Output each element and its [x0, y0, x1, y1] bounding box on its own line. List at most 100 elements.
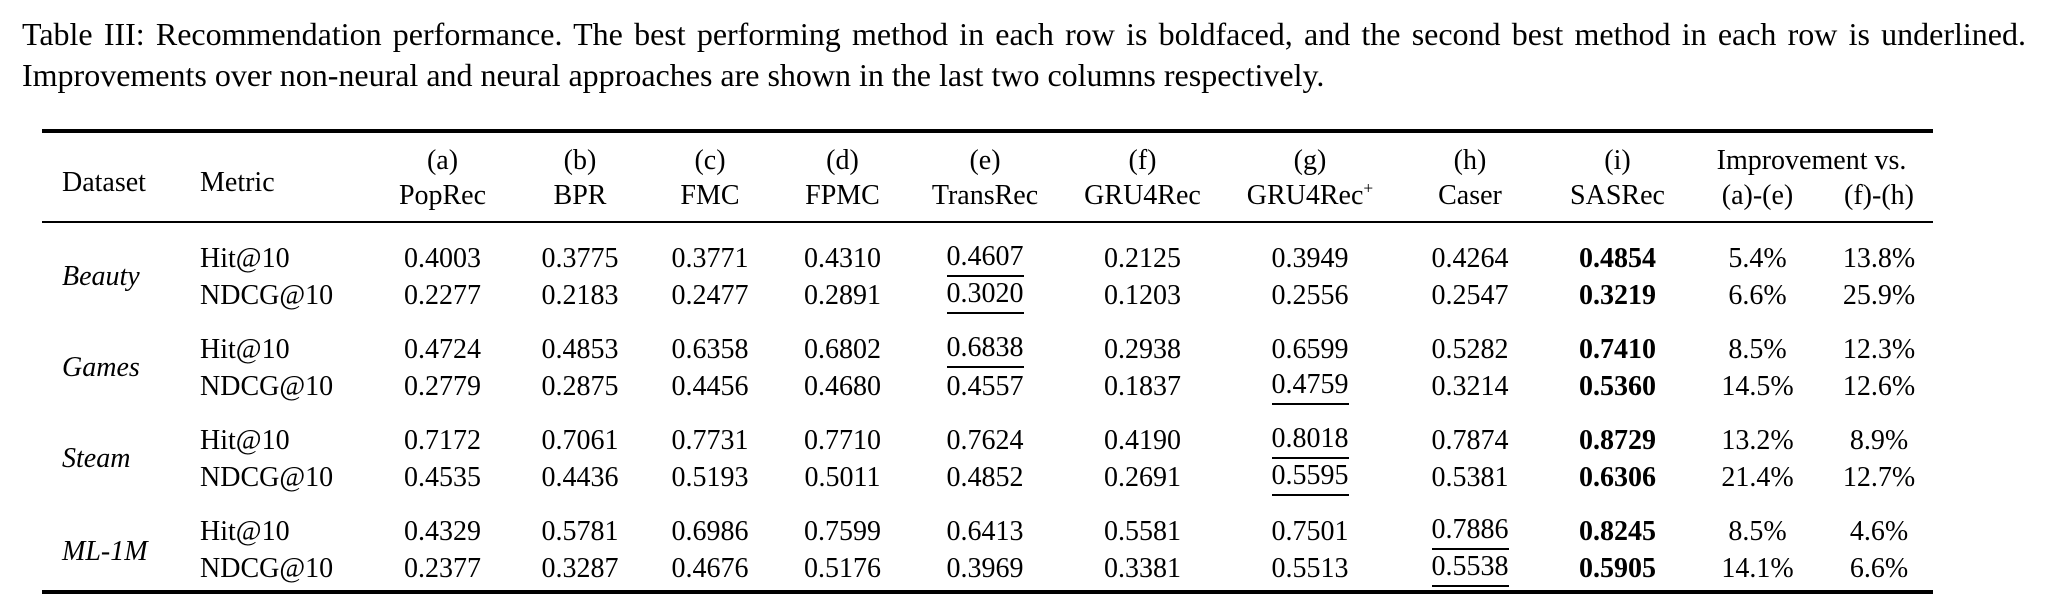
col-tag-c: (c)	[645, 131, 775, 178]
value-cell: 0.5360	[1545, 368, 1690, 405]
table-row: ML-1MHit@100.43290.57810.69860.75990.641…	[42, 496, 1933, 550]
value-cell: 0.2477	[645, 277, 775, 314]
value-cell: 0.2938	[1060, 314, 1225, 368]
value-cell: 0.5193	[645, 459, 775, 496]
value-cell: 0.7731	[645, 405, 775, 459]
table-row: GamesHit@100.47240.48530.63580.68020.683…	[42, 314, 1933, 368]
col-tag-e: (e)	[910, 131, 1060, 178]
col-tag-a: (a)	[370, 131, 515, 178]
value-cell: 0.2377	[370, 550, 515, 592]
bold-value: 0.3219	[1579, 280, 1656, 311]
value-cell: 0.5513	[1225, 550, 1395, 592]
value-cell: 0.1837	[1060, 368, 1225, 405]
metric-cell: NDCG@10	[195, 368, 370, 405]
col-tag-f: (f)	[1060, 131, 1225, 178]
value-cell: 0.2277	[370, 277, 515, 314]
value-cell: 0.2779	[370, 368, 515, 405]
value-cell: 0.2547	[1395, 277, 1545, 314]
value-cell: 8.5%	[1690, 496, 1825, 550]
value-cell: 0.4557	[910, 368, 1060, 405]
value-cell: 0.2125	[1060, 222, 1225, 277]
col-header-improvement-fh: (f)-(h)	[1825, 178, 1933, 222]
value-cell: 8.9%	[1825, 405, 1933, 459]
col-header-fpmc: FPMC	[775, 178, 910, 222]
value-cell: 0.6306	[1545, 459, 1690, 496]
dataset-cell: Steam	[42, 405, 195, 496]
metric-cell: Hit@10	[195, 314, 370, 368]
col-tag-g: (g)	[1225, 131, 1395, 178]
dataset-cell: Beauty	[42, 222, 195, 314]
value-cell: 12.6%	[1825, 368, 1933, 405]
value-cell: 0.7061	[515, 405, 645, 459]
superscript-plus: +	[1363, 179, 1373, 198]
col-header-fmc: FMC	[645, 178, 775, 222]
value-cell: 0.1203	[1060, 277, 1225, 314]
value-cell: 0.4852	[910, 459, 1060, 496]
underlined-value: 0.6838	[947, 331, 1024, 368]
table-row: NDCG@100.27790.28750.44560.46800.45570.1…	[42, 368, 1933, 405]
col-header-improvement-ae: (a)-(e)	[1690, 178, 1825, 222]
metric-cell: NDCG@10	[195, 550, 370, 592]
value-cell: 13.2%	[1690, 405, 1825, 459]
value-cell: 13.8%	[1825, 222, 1933, 277]
value-cell: 0.3775	[515, 222, 645, 277]
value-cell: 0.4190	[1060, 405, 1225, 459]
table-header: Dataset Metric (a) (b) (c) (d) (e) (f) (…	[42, 131, 1933, 222]
col-tag-d: (d)	[775, 131, 910, 178]
value-cell: 0.5538	[1395, 550, 1545, 592]
value-cell: 0.3020	[910, 277, 1060, 314]
value-cell: 0.4003	[370, 222, 515, 277]
value-cell: 21.4%	[1690, 459, 1825, 496]
value-cell: 0.5581	[1060, 496, 1225, 550]
underlined-value: 0.4759	[1272, 368, 1349, 405]
value-cell: 0.3287	[515, 550, 645, 592]
value-cell: 0.4724	[370, 314, 515, 368]
value-cell: 0.4853	[515, 314, 645, 368]
value-cell: 0.2891	[775, 277, 910, 314]
value-cell: 0.4535	[370, 459, 515, 496]
col-header-gru4rec-plus: GRU4Rec+	[1225, 178, 1395, 222]
col-header-poprec: PopRec	[370, 178, 515, 222]
metric-cell: Hit@10	[195, 405, 370, 459]
value-cell: 0.5011	[775, 459, 910, 496]
value-cell: 0.4436	[515, 459, 645, 496]
value-cell: 0.6358	[645, 314, 775, 368]
dataset-cell: ML-1M	[42, 496, 195, 592]
header-row-tags: Dataset Metric (a) (b) (c) (d) (e) (f) (…	[42, 131, 1933, 178]
bold-value: 0.4854	[1579, 243, 1656, 274]
col-tag-b: (b)	[515, 131, 645, 178]
metric-cell: Hit@10	[195, 222, 370, 277]
value-cell: 0.7410	[1545, 314, 1690, 368]
value-cell: 0.5781	[515, 496, 645, 550]
value-cell: 25.9%	[1825, 277, 1933, 314]
value-cell: 0.3381	[1060, 550, 1225, 592]
col-tag-i: (i)	[1545, 131, 1690, 178]
value-cell: 0.5381	[1395, 459, 1545, 496]
value-cell: 0.6599	[1225, 314, 1395, 368]
value-cell: 0.4329	[370, 496, 515, 550]
table-row: NDCG@100.22770.21830.24770.28910.30200.1…	[42, 277, 1933, 314]
value-cell: 0.8729	[1545, 405, 1690, 459]
value-cell: 14.5%	[1690, 368, 1825, 405]
bold-value: 0.5360	[1579, 371, 1656, 402]
col-tag-h: (h)	[1395, 131, 1545, 178]
results-table: Dataset Metric (a) (b) (c) (d) (e) (f) (…	[42, 129, 1933, 594]
value-cell: 8.5%	[1690, 314, 1825, 368]
value-cell: 0.5905	[1545, 550, 1690, 592]
metric-cell: Hit@10	[195, 496, 370, 550]
value-cell: 0.3969	[910, 550, 1060, 592]
col-header-transrec: TransRec	[910, 178, 1060, 222]
value-cell: 0.7874	[1395, 405, 1545, 459]
col-header-improvement: Improvement vs.	[1690, 131, 1933, 178]
value-cell: 12.7%	[1825, 459, 1933, 496]
dataset-cell: Games	[42, 314, 195, 405]
col-header-sasrec: SASRec	[1545, 178, 1690, 222]
col-header-metric: Metric	[195, 131, 370, 222]
value-cell: 0.2691	[1060, 459, 1225, 496]
value-cell: 0.4759	[1225, 368, 1395, 405]
value-cell: 14.1%	[1690, 550, 1825, 592]
table-row: BeautyHit@100.40030.37750.37710.43100.46…	[42, 222, 1933, 277]
col-header-bpr: BPR	[515, 178, 645, 222]
value-cell: 5.4%	[1690, 222, 1825, 277]
value-cell: 0.5595	[1225, 459, 1395, 496]
